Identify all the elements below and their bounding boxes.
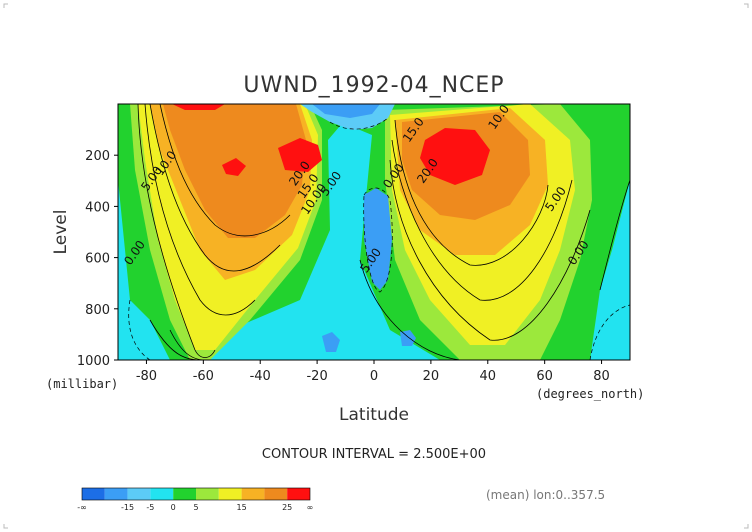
legend-label: 0 — [171, 503, 176, 512]
x-tick-label: -80 — [136, 369, 157, 384]
legend-swatch — [287, 488, 310, 500]
x-tick-label: -20 — [306, 369, 327, 384]
legend-swatch — [264, 488, 288, 500]
legend-swatch — [196, 488, 219, 500]
x-axis-title: Latitude — [339, 405, 409, 425]
color-legend: -∞ -15 -5 0 5 15 25 ∞ — [77, 487, 314, 512]
legend-swatch — [127, 488, 151, 500]
y-axis-title: Level — [51, 210, 71, 255]
band-negative-upper-core — [312, 104, 380, 118]
legend-frame — [81, 487, 311, 501]
band-negative-sh-surface — [322, 332, 340, 352]
contour-plot — [118, 104, 630, 360]
legend-label: 15 — [237, 503, 247, 512]
legend-label: -15 — [121, 503, 134, 512]
y-axis-unit: (millibar) — [46, 377, 118, 391]
legend-swatch — [218, 488, 242, 500]
legend-swatch — [104, 488, 128, 500]
legend-swatch — [82, 488, 105, 500]
x-tick-label: -60 — [193, 369, 214, 384]
contour-interval-text: CONTOUR INTERVAL = 2.500E+00 — [262, 447, 486, 462]
x-axis-unit: (degrees_north) — [536, 387, 644, 401]
band-25-plus-red-sh-core — [222, 158, 246, 176]
band-25-plus-red-nh-jet — [420, 128, 490, 185]
x-tick-label: 60 — [536, 369, 553, 384]
legend-label: 25 — [282, 503, 292, 512]
band-25-plus-red-sh-jet — [278, 138, 322, 172]
y-axis-ticks: 200 400 600 800 1000 — [77, 149, 118, 369]
contour-lines — [137, 104, 630, 360]
chart-title: UWND_1992-04_NCEP — [243, 73, 504, 98]
legend-swatch — [150, 488, 174, 500]
y-tick-label: 800 — [85, 303, 110, 318]
x-tick-label: 0 — [370, 369, 378, 384]
x-axis-ticks: -80 -60 -40 -20 0 20 40 60 80 — [136, 360, 610, 384]
x-tick-label: 20 — [423, 369, 440, 384]
band-25-plus-red-sh-top — [172, 104, 225, 110]
corner-mark-top-left — [3, 3, 8, 8]
contour-lines-dashed — [128, 117, 630, 360]
corner-mark-bottom-right — [744, 524, 749, 529]
legend-label: -5 — [146, 503, 154, 512]
legend-label: 5 — [193, 503, 198, 512]
legend-label: -∞ — [77, 503, 87, 512]
legend-swatch — [241, 488, 265, 500]
corner-mark-bottom-left — [3, 524, 8, 529]
corner-mark-top-right — [744, 3, 749, 8]
x-tick-label: 80 — [593, 369, 610, 384]
y-tick-label: 200 — [85, 149, 110, 164]
y-tick-label: 400 — [85, 200, 110, 215]
legend-swatch — [173, 488, 196, 500]
mean-annotation: (mean) lon:0..357.5 — [486, 488, 605, 502]
legend-label: ∞ — [307, 503, 314, 512]
x-tick-label: -40 — [250, 369, 271, 384]
y-tick-label: 1000 — [77, 354, 110, 369]
band-negative-tropical-easterly — [364, 188, 392, 290]
y-tick-label: 600 — [85, 252, 110, 267]
x-tick-label: 40 — [480, 369, 497, 384]
